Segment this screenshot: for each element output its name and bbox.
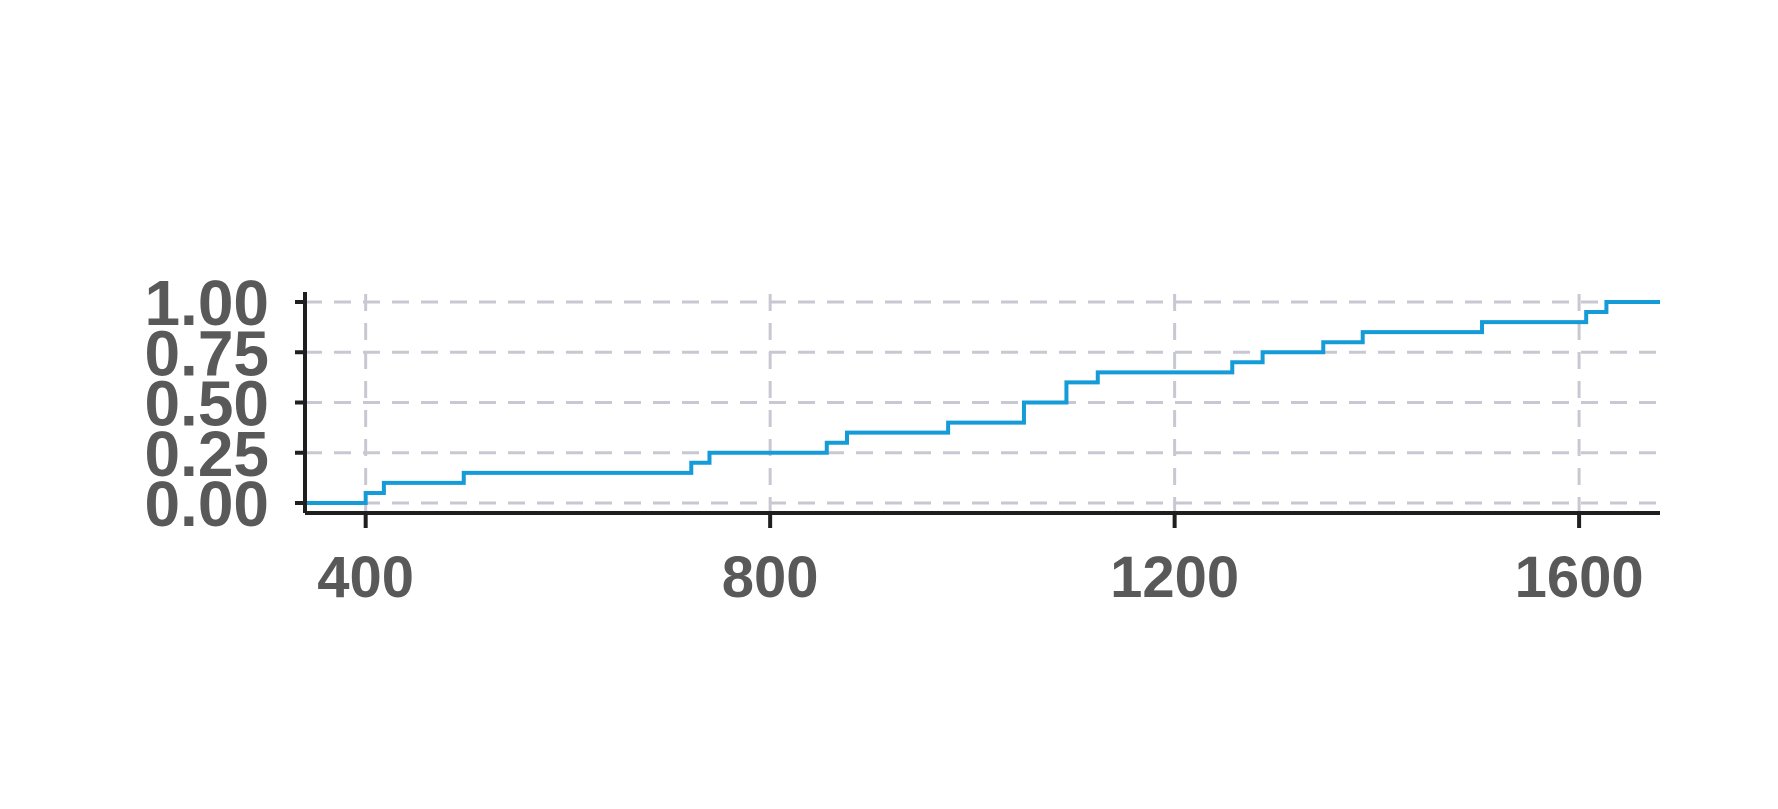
x-tick-label-3: 1600 <box>1515 545 1644 610</box>
series-layer <box>305 300 1660 505</box>
ecdf-series-line-0 <box>305 300 1660 505</box>
x-tick-label-2: 1200 <box>1110 545 1239 610</box>
grid-layer <box>305 294 1660 511</box>
x-tick-label-0: 400 <box>317 545 414 610</box>
y-tick-label-0: 0.00 <box>144 468 269 540</box>
y-tick-label-2: 0.50 <box>144 368 269 440</box>
y-tick-label-3: 0.75 <box>144 317 269 389</box>
tick-label-layer: 0.000.250.500.751.00 400 800 1200 1600 <box>144 267 1643 610</box>
axis-layer <box>295 292 1660 528</box>
x-tick-label-1: 800 <box>722 545 819 610</box>
y-tick-label-1: 0.25 <box>144 418 269 490</box>
y-tick-label-4: 1.00 <box>144 267 269 339</box>
